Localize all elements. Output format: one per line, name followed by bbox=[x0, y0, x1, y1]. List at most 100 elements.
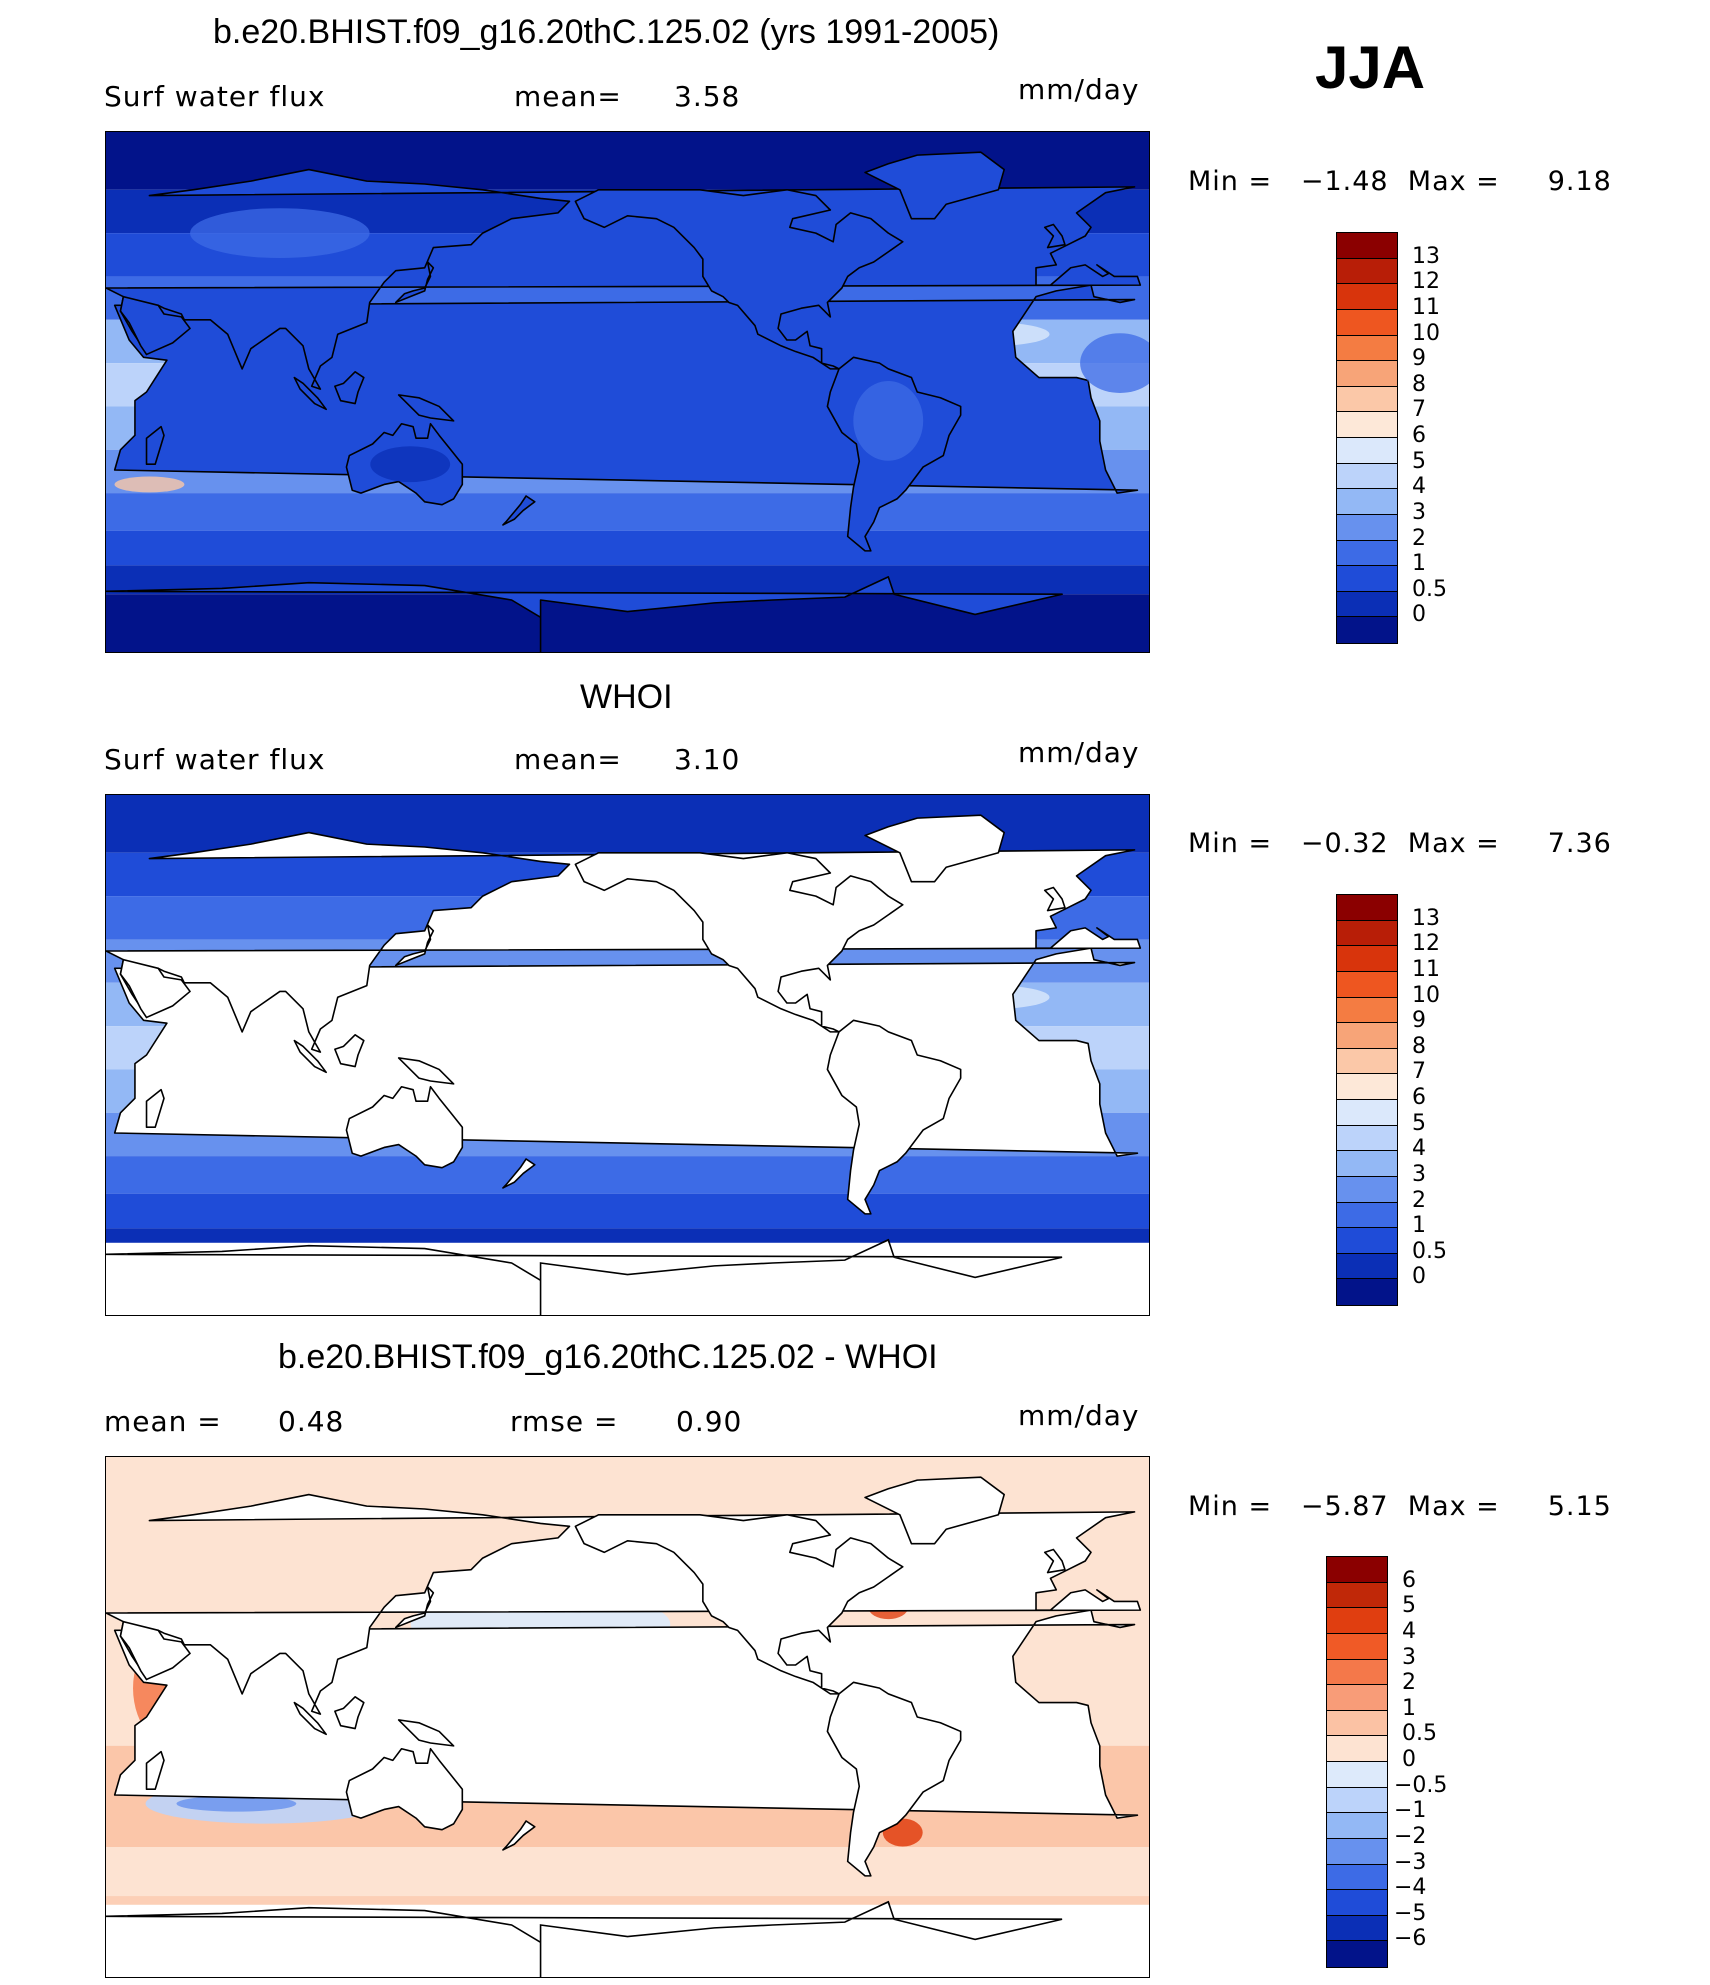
colorbar-swatch bbox=[1337, 438, 1397, 464]
colorbar-swatch bbox=[1327, 1813, 1387, 1839]
colorbar-swatch bbox=[1337, 412, 1397, 438]
colorbar-tick-label: 4 bbox=[1412, 1136, 1426, 1162]
field-blob bbox=[370, 446, 451, 483]
panel3-title: b.e20.BHIST.f09_g16.20thC.125.02 - WHOI bbox=[278, 1338, 938, 1376]
colorbar-swatch bbox=[1337, 1048, 1397, 1075]
colorbar-tick-label: −3 bbox=[1394, 1849, 1427, 1875]
map-land-layer bbox=[106, 1476, 1149, 1977]
colorbar-tick-label: 6 bbox=[1412, 423, 1426, 448]
coastline-sumatra bbox=[293, 376, 327, 411]
colorbar-tick-label: 9 bbox=[1412, 1008, 1426, 1034]
colorbar-tick-label: 4 bbox=[1402, 1618, 1416, 1644]
field-blob bbox=[190, 208, 370, 259]
colorbar-tick-label: 2 bbox=[1412, 1187, 1426, 1213]
panel3-rmse-label: rmse = bbox=[510, 1405, 619, 1438]
colorbar-tick-label: 1 bbox=[1402, 1695, 1416, 1721]
colorbar-swatch bbox=[1337, 1253, 1397, 1280]
colorbar-tick-label: 13 bbox=[1412, 905, 1440, 931]
coastline-greenland bbox=[864, 151, 1005, 220]
colorbar-swatch bbox=[1327, 1710, 1387, 1737]
coastline-uk bbox=[1043, 886, 1066, 912]
colorbar-tick-label: 4 bbox=[1412, 474, 1426, 500]
colorbar-swatch bbox=[1327, 1941, 1387, 1967]
coastline-uk bbox=[1043, 1548, 1066, 1574]
colorbar-tick-label: 7 bbox=[1412, 1059, 1426, 1085]
colorbar-swatch bbox=[1327, 1915, 1387, 1942]
panel3-units: mm/day bbox=[1018, 1399, 1140, 1432]
panel3-minmax: Min = −5.87 Max = 5.15 bbox=[1188, 1491, 1612, 1522]
colorbar-swatch bbox=[1337, 1023, 1397, 1049]
colorbar-tick-label: 0.5 bbox=[1402, 1721, 1437, 1747]
colorbar-swatch bbox=[1337, 1202, 1397, 1229]
colorbar-swatch bbox=[1337, 233, 1397, 259]
panel2-map bbox=[105, 794, 1150, 1316]
colorbar-tick-label: 6 bbox=[1412, 1085, 1426, 1110]
colorbar-tick-label: 13 bbox=[1412, 243, 1440, 269]
coastline-newguinea bbox=[397, 1057, 455, 1085]
colorbar-tick-label: 2 bbox=[1412, 525, 1426, 551]
colorbar-tick-label: 12 bbox=[1412, 931, 1440, 957]
colorbar-swatch bbox=[1337, 514, 1397, 541]
colorbar-swatch bbox=[1337, 1151, 1397, 1177]
colorbar-tick-label: −0.5 bbox=[1394, 1772, 1448, 1798]
colorbar-swatch bbox=[1337, 946, 1397, 972]
field-blob bbox=[176, 1795, 297, 1812]
field-blob bbox=[114, 476, 185, 493]
panel2-title: WHOI bbox=[580, 678, 673, 716]
map-land-layer bbox=[106, 151, 1149, 652]
colorbar-swatch bbox=[1327, 1787, 1387, 1814]
colorbar-tick-label: 0.5 bbox=[1412, 576, 1447, 602]
colorbar-tick-label: 0 bbox=[1412, 1264, 1426, 1290]
coastline-arabia bbox=[119, 1620, 191, 1681]
panel2-colorbar bbox=[1336, 894, 1398, 1306]
coastline-australia bbox=[345, 1085, 464, 1169]
panel3-mean-label: mean = bbox=[104, 1405, 222, 1438]
panel3-map-svg bbox=[106, 1457, 1149, 1977]
colorbar-swatch bbox=[1337, 463, 1397, 490]
coastline-sumatra bbox=[293, 1701, 327, 1736]
colorbar-tick-label: 3 bbox=[1412, 1161, 1426, 1187]
colorbar-tick-label: 10 bbox=[1412, 320, 1440, 346]
coastline-samerica bbox=[826, 1681, 962, 1877]
colorbar-tick-label: 11 bbox=[1412, 294, 1440, 320]
colorbar-swatch bbox=[1337, 971, 1397, 998]
colorbar-swatch bbox=[1327, 1762, 1387, 1788]
map-land-layer bbox=[106, 814, 1149, 1315]
panel1-variable: Surf water flux bbox=[104, 80, 326, 113]
colorbar-tick-label: 2 bbox=[1402, 1670, 1416, 1696]
coastline-madagascar bbox=[145, 1088, 165, 1129]
field-band bbox=[106, 530, 1149, 566]
field-band bbox=[106, 1904, 1149, 1977]
coastline-madagascar bbox=[145, 425, 165, 466]
colorbar-swatch bbox=[1337, 566, 1397, 592]
colorbar-tick-label: 6 bbox=[1402, 1567, 1416, 1593]
coastline-newzealand bbox=[502, 1158, 536, 1189]
panel3-rmse-value: 0.90 bbox=[676, 1405, 743, 1438]
panel2-minmax: Min = −0.32 Max = 7.36 bbox=[1188, 828, 1612, 859]
coastline-borneo bbox=[334, 1695, 365, 1730]
colorbar-tick-label: 3 bbox=[1402, 1644, 1416, 1670]
colorbar-tick-label: −4 bbox=[1394, 1875, 1427, 1901]
panel1-title: b.e20.BHIST.f09_g16.20thC.125.02 (yrs 19… bbox=[213, 13, 1000, 51]
colorbar-swatch bbox=[1337, 386, 1397, 413]
colorbar-swatch bbox=[1337, 997, 1397, 1024]
colorbar-swatch bbox=[1337, 1279, 1397, 1305]
colorbar-swatch bbox=[1327, 1633, 1387, 1660]
field-band bbox=[106, 493, 1149, 531]
colorbar-tick-label: 8 bbox=[1412, 371, 1426, 397]
coastline-australia bbox=[345, 1747, 464, 1831]
colorbar-swatch bbox=[1337, 1100, 1397, 1126]
coastline-antarctica bbox=[106, 576, 1063, 652]
colorbar-tick-label: −6 bbox=[1394, 1926, 1427, 1952]
panel2-map-svg bbox=[106, 795, 1149, 1315]
colorbar-swatch bbox=[1327, 1608, 1387, 1634]
panel3-mean-value: 0.48 bbox=[278, 1405, 345, 1438]
coastline-madagascar bbox=[145, 1750, 165, 1791]
coastline-arabia bbox=[119, 958, 191, 1019]
coastline-namerica bbox=[574, 188, 904, 370]
coastline-borneo bbox=[334, 1033, 365, 1068]
colorbar-tick-label: 9 bbox=[1412, 346, 1426, 372]
panel3-map bbox=[105, 1456, 1150, 1978]
coastline-greenland bbox=[864, 1476, 1005, 1545]
colorbar-tick-label: 11 bbox=[1412, 956, 1440, 982]
